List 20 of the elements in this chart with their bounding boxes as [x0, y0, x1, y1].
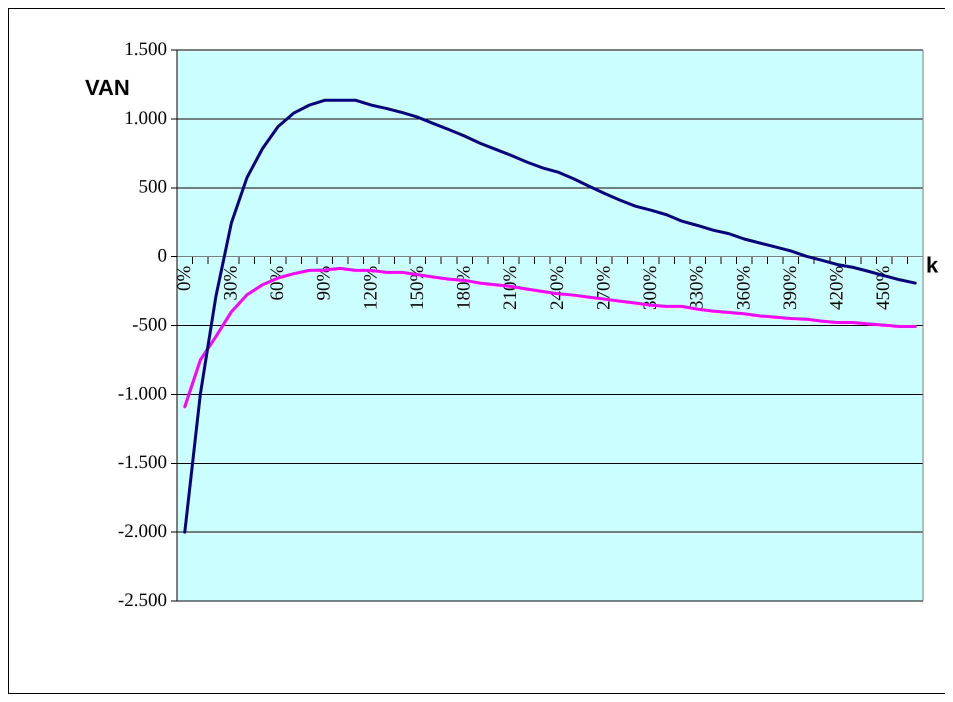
x-tick-label: 390%	[780, 265, 801, 310]
y-axis-title: VAN	[85, 75, 130, 100]
x-tick-label: 360%	[733, 265, 754, 310]
x-tick-label: 30%	[220, 265, 242, 300]
y-tick-label: -1.000	[118, 383, 167, 404]
x-axis-title: k	[926, 252, 939, 278]
y-tick-label: -1.500	[118, 452, 167, 474]
x-tick-label: 270%	[593, 265, 614, 310]
x-tick-label: 0%	[174, 265, 195, 291]
y-tick-label: 500	[138, 176, 167, 198]
y-tick-label: -2.000	[118, 521, 167, 542]
y-tick-label: 0	[158, 246, 167, 267]
x-tick-label: 420%	[826, 265, 848, 310]
x-tick-label: 330%	[686, 265, 708, 310]
y-tick-label: 1.000	[124, 108, 167, 129]
y-tick-label: -2.500	[118, 590, 167, 611]
x-tick-label: 210%	[500, 265, 522, 310]
y-tick-label: 1.500	[124, 38, 167, 60]
x-tick-label: 150%	[406, 265, 428, 310]
y-tick-label: -500	[132, 314, 167, 336]
